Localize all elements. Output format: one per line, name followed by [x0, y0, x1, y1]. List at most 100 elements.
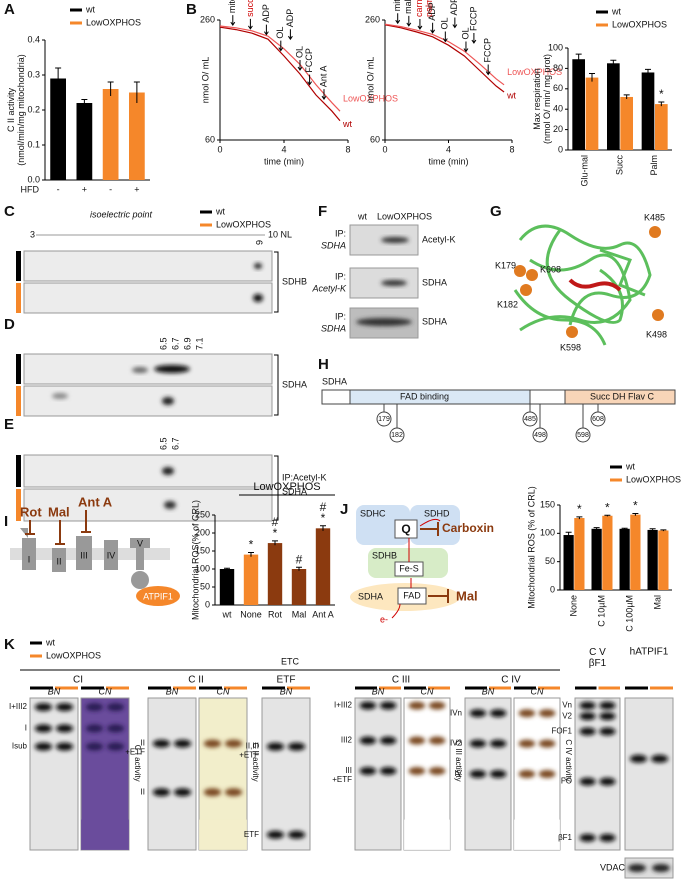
significance: #	[296, 552, 303, 566]
band	[381, 237, 409, 243]
site-labels: 179 182 485 498 598 608	[378, 416, 604, 439]
blot	[574, 697, 621, 851]
site-label: 485	[524, 416, 536, 423]
complex-label: V	[137, 538, 143, 548]
band	[489, 770, 507, 778]
lane-label: CN	[531, 686, 544, 696]
annotation-arrow	[471, 33, 477, 44]
blot	[624, 857, 674, 879]
panel-label: D	[4, 316, 15, 333]
subunit-label: SDHC	[360, 508, 386, 518]
series-label: wt	[506, 90, 516, 100]
bar	[572, 59, 585, 150]
band	[428, 766, 446, 775]
activity-label: C II activity	[251, 742, 260, 781]
band	[85, 742, 104, 751]
y-tick-label: 100	[548, 42, 563, 52]
pi-label: 9	[254, 240, 264, 245]
ip-label: IP:	[335, 311, 346, 321]
significance: *	[273, 526, 278, 540]
ribbon	[518, 224, 652, 326]
complex	[76, 536, 92, 570]
annotation: ADP	[285, 9, 295, 28]
lane-label: BN	[372, 686, 385, 696]
t-bar	[55, 520, 65, 545]
y-tick-label: 250	[195, 509, 210, 519]
x-tick-label: wt	[222, 609, 232, 619]
x-tick-label: Ant A	[312, 609, 334, 619]
band	[599, 712, 616, 721]
y-tick-label: 0.4	[27, 34, 40, 44]
significance: *	[633, 499, 638, 513]
bar	[585, 77, 599, 150]
ip-label: IP:	[335, 271, 346, 281]
complex-labels: I II III IV V	[28, 538, 143, 566]
band	[173, 739, 192, 748]
blot-title: ETF	[277, 675, 296, 686]
residue-label: K182	[497, 299, 518, 309]
band-label: Acetyl-K	[422, 234, 456, 244]
band	[287, 742, 306, 751]
significance: #	[320, 500, 327, 514]
complex-label: III	[80, 550, 88, 560]
y-tick-label: 0.0	[27, 174, 40, 184]
lane-label: LowOXPHOS	[377, 211, 432, 221]
band	[579, 833, 596, 842]
q-label: Q	[401, 522, 410, 536]
residue-label: K598	[560, 342, 581, 352]
blot	[23, 282, 273, 314]
blot	[354, 697, 402, 851]
legend-label: wt	[215, 206, 225, 216]
bar	[574, 518, 585, 590]
subunit-label: SDHB	[372, 550, 397, 560]
y-tick-label: 50	[200, 581, 210, 591]
fes-label: Fe-S	[399, 563, 419, 573]
blot-marker: I	[25, 724, 27, 733]
site-label: 182	[391, 432, 403, 439]
annotation: mitochondria	[392, 0, 402, 11]
series-label: LowOXPHOS	[507, 67, 562, 77]
line	[219, 26, 341, 122]
band	[599, 777, 616, 786]
site-label: 608	[592, 416, 604, 423]
error-bar	[296, 566, 302, 571]
activity-label: C IV activity	[564, 739, 573, 781]
y-tick-label: 100	[540, 528, 555, 538]
panel-label: I	[4, 513, 8, 530]
series-label: LowOXPHOS	[343, 94, 398, 104]
blot	[23, 488, 273, 522]
y-tick-label: 0.2	[27, 104, 40, 114]
y-tick-label: 40	[553, 104, 563, 114]
scale-start: 3	[30, 229, 35, 239]
panel-label: G	[490, 203, 502, 220]
legend-label: wt	[625, 461, 635, 471]
band	[518, 770, 536, 778]
y-tick-label: 200	[195, 527, 210, 537]
band	[579, 727, 596, 736]
annotation-arrow	[406, 15, 412, 27]
sites	[376, 404, 606, 443]
stain	[81, 819, 129, 850]
significance: *	[321, 511, 326, 525]
band	[538, 770, 556, 778]
y-tick-label: 0.1	[27, 139, 40, 149]
band	[152, 739, 171, 748]
bar	[267, 543, 283, 605]
ribbon	[545, 229, 624, 324]
band	[52, 393, 68, 399]
lane-label: BN	[166, 686, 179, 696]
annotation-arrow	[395, 13, 401, 25]
annotation-arrow	[297, 60, 303, 71]
y-tick-label: 100	[195, 563, 210, 573]
ip-antibody: SDHA	[321, 240, 346, 250]
band	[579, 777, 596, 786]
y-axis-label: Mitochondrial ROS (% of CRL)	[526, 486, 536, 609]
panel-label: F	[318, 203, 327, 220]
band	[34, 742, 53, 751]
line	[219, 25, 341, 112]
blot-marker: βF1	[558, 833, 572, 842]
residue	[514, 265, 526, 277]
y-axis-label: Mitochondrial ROS(% of CRL)	[190, 500, 200, 620]
error-bar	[604, 514, 611, 517]
lane-label: CN	[421, 686, 434, 696]
